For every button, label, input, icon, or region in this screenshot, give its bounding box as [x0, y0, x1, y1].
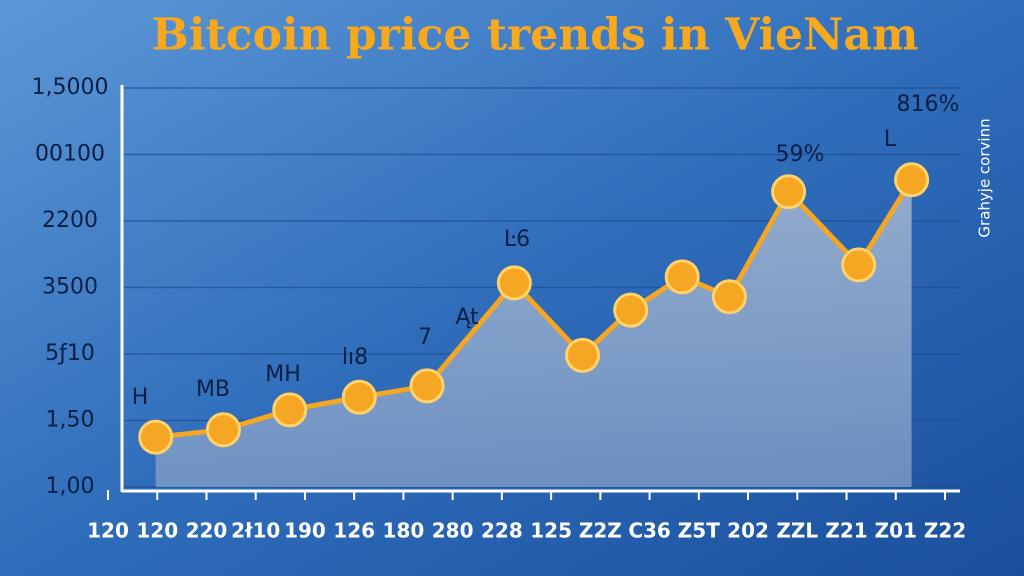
- x-tick-label: 220: [186, 519, 228, 543]
- x-tick-label: 126: [333, 519, 375, 543]
- annotation: H: [132, 385, 149, 410]
- x-tick-label: 180: [383, 519, 425, 543]
- point: [841, 247, 877, 283]
- x-tick-label: Z2Z: [579, 519, 622, 543]
- point: [664, 259, 700, 295]
- point: [272, 392, 308, 428]
- y-tick-label: 3500: [42, 275, 98, 300]
- point: [565, 337, 601, 373]
- x-tick-label: Z21: [825, 519, 867, 543]
- point: [409, 368, 445, 404]
- point: [496, 265, 532, 301]
- chart-title: Bitcoin price trends in VieNam: [152, 10, 919, 61]
- y-tick-label: 1,5000: [32, 75, 109, 100]
- x-tick-label: Z01: [875, 519, 917, 543]
- y-tick-label: 2200: [42, 208, 98, 233]
- x-tick-label: 2ł10: [231, 519, 280, 543]
- y-tick-label: 1,50: [46, 408, 95, 433]
- point: [138, 419, 174, 455]
- y-tick-label: 1,00: [46, 474, 95, 499]
- annotation: 816%: [897, 92, 960, 117]
- x-tick-label: C36: [628, 519, 671, 543]
- x-tick-label: 120: [136, 519, 178, 543]
- y-tick-label: 00100: [35, 142, 105, 167]
- x-tick-label: 190: [284, 519, 326, 543]
- x-tick-label: 120: [87, 519, 129, 543]
- x-tick-label: 228: [481, 519, 523, 543]
- annotation: lı8: [342, 345, 368, 370]
- annotation: L: [884, 127, 897, 152]
- point: [341, 379, 377, 415]
- point: [205, 412, 241, 448]
- x-tick-label: 202: [727, 519, 769, 543]
- side-label: Grahyje corvinn: [976, 118, 994, 237]
- area: [155, 179, 912, 487]
- x-tick-label: Z22: [924, 519, 966, 543]
- x-tick-label: 280: [432, 519, 474, 543]
- point: [771, 174, 807, 210]
- annotation: Ąt: [455, 305, 479, 330]
- point: [711, 279, 747, 315]
- y-tick-label: 5ƒ10: [45, 341, 95, 366]
- annotation: Ŀ6: [504, 227, 530, 252]
- x-tick-label: ZZL: [776, 519, 818, 543]
- x-tick-label: 125: [530, 519, 572, 543]
- annotation: MB: [196, 377, 230, 402]
- annotation: 59%: [776, 142, 825, 167]
- point: [894, 162, 930, 198]
- annotation: MH: [265, 362, 301, 387]
- point: [613, 292, 649, 328]
- x-tick-label: Z5T: [678, 519, 720, 543]
- annotation: 7: [418, 325, 432, 350]
